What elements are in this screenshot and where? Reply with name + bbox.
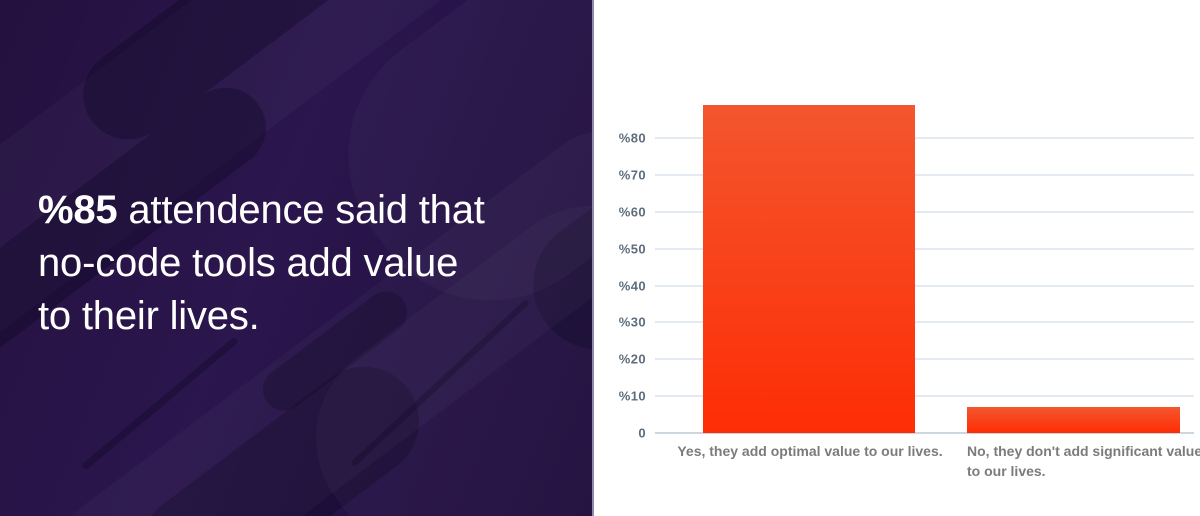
headline-line1: attendence said that [117, 188, 485, 232]
plot-area: 0 %10 %20 %30 %40 %50 %60 %70 %80 Yes, they add o… [619, 83, 1200, 479]
y-tick-label: %40 [618, 278, 646, 294]
bar-no [967, 407, 1180, 433]
y-tick-label: %80 [618, 130, 646, 146]
chart-panel: 0 %10 %20 %30 %40 %50 %60 %70 %80 Yes, they add o… [594, 0, 1200, 516]
headline-stat: %85 [38, 188, 118, 232]
gridline [655, 358, 1194, 361]
y-tick-label: %50 [618, 241, 646, 257]
gridline [655, 137, 1194, 140]
gridline [655, 247, 1194, 250]
y-tick-label: %30 [618, 314, 646, 330]
gridline [655, 210, 1194, 213]
y-tick-label: %20 [618, 351, 646, 367]
x-category-label: Yes, they add optimal value to our lives… [677, 443, 943, 459]
headline-panel: %85 attendence said that no-code tools ad… [0, 0, 594, 516]
x-axis-line [655, 432, 1194, 434]
gridline [655, 284, 1194, 287]
y-tick-label: %70 [618, 167, 646, 183]
y-tick-label: %10 [618, 388, 646, 404]
headline-line2: no-code tools add value [38, 241, 459, 285]
y-tick-label: 0 [638, 425, 646, 441]
gridline [655, 174, 1194, 177]
gridline [655, 395, 1194, 398]
gridline [655, 321, 1194, 324]
headline-text: %85 attendence said that no-code tools ad… [38, 184, 485, 343]
x-category-label: No, they don't add significant value to … [967, 443, 1200, 479]
headline-line3: to their lives. [38, 294, 260, 338]
y-tick-label: %60 [618, 204, 646, 220]
bar-yes [703, 105, 915, 433]
